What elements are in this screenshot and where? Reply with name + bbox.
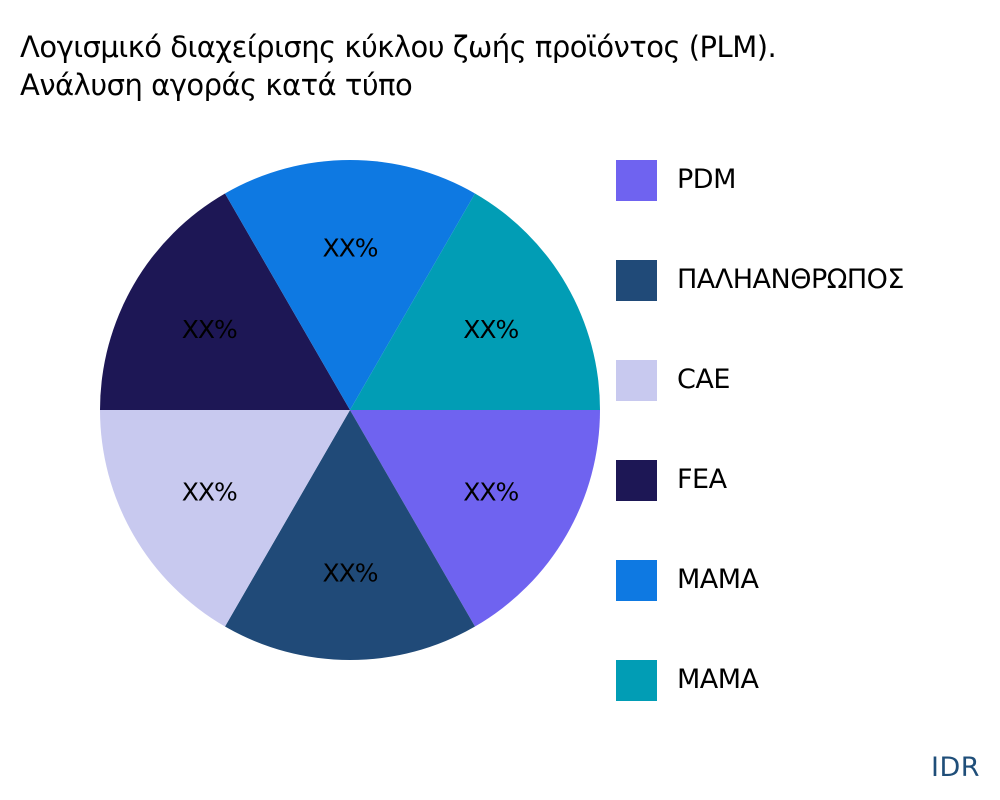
legend-item-pdm: PDM [616, 160, 976, 201]
legend-item-mama-teal: MAMA [616, 660, 976, 701]
legend-label: FEA [677, 464, 727, 495]
legend-label: MAMA [677, 564, 759, 595]
chart-title-line-2: Ανάλυση αγοράς κατά τύπο [20, 68, 413, 102]
pie-slice [100, 410, 350, 627]
brand-logo: IDR [930, 752, 980, 783]
pie-slice [350, 410, 600, 627]
pie-slice-labels: XX% XX% XX% XX% XX% XX% [182, 234, 520, 588]
legend-item-fea: FEA [616, 460, 976, 501]
legend-label: CAE [677, 364, 730, 395]
pie-slices [100, 160, 600, 660]
pie-slice [350, 193, 600, 410]
legend-item-cae: CAE [616, 360, 976, 401]
legend-swatch [616, 560, 657, 601]
legend-swatch [616, 460, 657, 501]
slice-percent-label: XX% [322, 559, 377, 588]
legend-item-mama-blue: MAMA [616, 560, 976, 601]
legend-swatch [616, 660, 657, 701]
legend-swatch [616, 160, 657, 201]
legend-swatch [616, 260, 657, 301]
slice-percent-label: XX% [463, 315, 518, 344]
slice-percent-label: XX% [182, 315, 237, 344]
legend-swatch [616, 360, 657, 401]
pie-slice [225, 160, 475, 410]
legend-label: MAMA [677, 664, 759, 695]
legend-item-palhanthropos: ΠΑΛΗΑΝΘΡΩΠΟΣ [616, 260, 976, 301]
chart-title-line-1: Λογισμικό διαχείρισης κύκλου ζωής προϊόν… [20, 30, 777, 64]
slice-percent-label: XX% [322, 234, 377, 263]
pie-slice [100, 193, 350, 410]
slice-percent-label: XX% [463, 477, 518, 506]
pie-slice [225, 410, 475, 660]
legend-label: PDM [677, 164, 736, 195]
chart-title: Λογισμικό διαχείρισης κύκλου ζωής προϊόν… [20, 28, 777, 104]
legend-label: ΠΑΛΗΑΝΘΡΩΠΟΣ [677, 264, 905, 295]
slice-percent-label: XX% [182, 477, 237, 506]
